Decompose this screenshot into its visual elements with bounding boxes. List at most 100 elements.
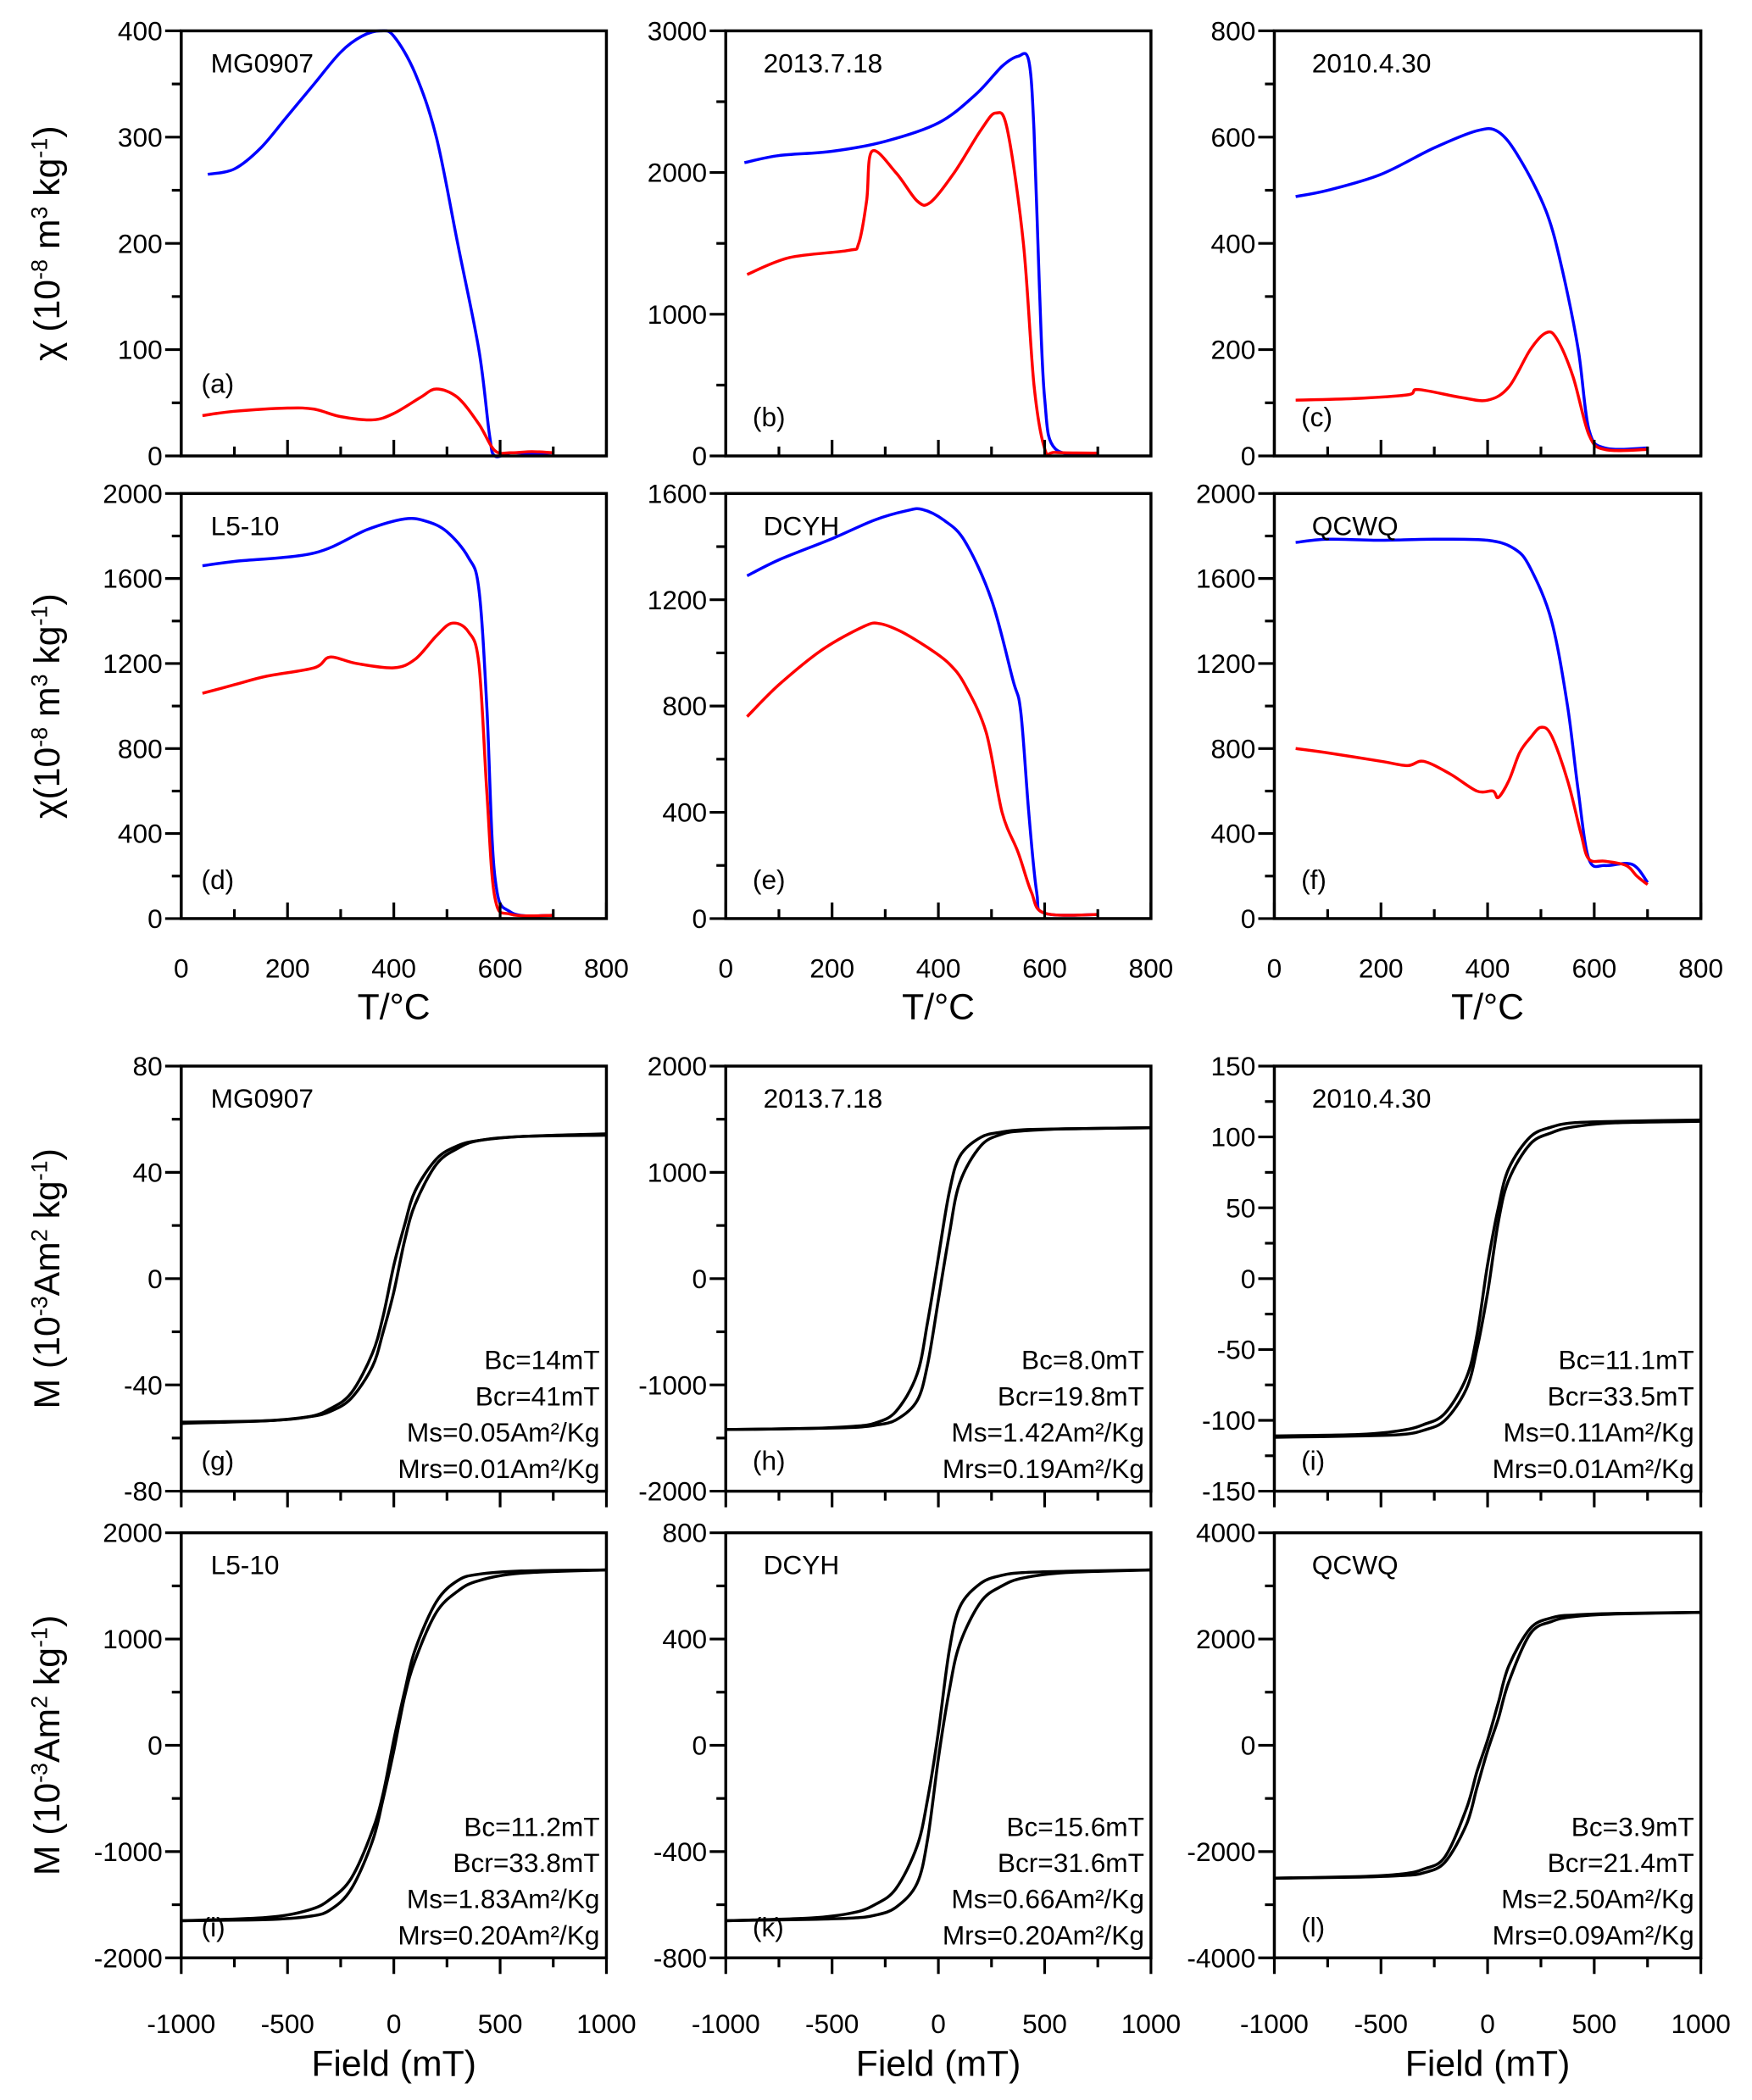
y-axis-title-superscript: -8 xyxy=(27,727,53,747)
y-tick-label: -2000 xyxy=(94,1942,163,1973)
y-tick-label: 0 xyxy=(147,1264,163,1294)
panel-k: -800 -400 0 400 800 -1000 -500 0 500 1000 Field (m… xyxy=(654,1518,1181,2085)
y-axis-title-part: ) xyxy=(27,1615,68,1627)
y-tick-label: 0 xyxy=(692,441,708,471)
sample-name: L5-10 xyxy=(211,510,280,541)
hysteresis-upper-branch xyxy=(726,1568,1151,1923)
y-tick-label: 100 xyxy=(1211,1122,1256,1153)
y-tick-label: 80 xyxy=(132,1051,162,1081)
panel-g: -80 -40 0 40 80 M (10-3Am2 kg-1) MG0907 (g) Bc=1… xyxy=(27,1051,609,1508)
x-tick-label: 800 xyxy=(584,953,629,984)
panel-j: -2000 -1000 0 1000 2000 -1000 -500 0 500 1000 Fiel… xyxy=(27,1518,637,2085)
magnetic-parameter-annotation: Ms=2.50Am²/Kg xyxy=(1501,1884,1694,1914)
y-tick-label: 400 xyxy=(662,1624,707,1654)
magnetic-parameter-annotation: Bcr=41mT xyxy=(476,1381,600,1411)
x-tick-label: 1000 xyxy=(576,2008,636,2039)
cooling-curve xyxy=(746,507,1098,917)
hysteresis-lower-branch xyxy=(181,1133,607,1425)
x-tick-label: 0 xyxy=(1267,953,1282,984)
magnetic-parameter-annotation: Mrs=0.19Am²/Kg xyxy=(943,1453,1144,1484)
magnetic-parameter-annotation: Mrs=0.01Am²/Kg xyxy=(1493,1453,1694,1484)
panel-label: (d) xyxy=(202,864,235,895)
magnetic-parameter-annotation: Mrs=0.20Am²/Kg xyxy=(943,1919,1144,1950)
y-tick-label: -400 xyxy=(654,1836,707,1867)
x-axis-title: Field (mT) xyxy=(856,2044,1021,2085)
heating-curve xyxy=(1295,330,1648,453)
panel-label: (g) xyxy=(202,1445,235,1475)
panel-d: 0 400 800 1200 1600 2000 0 200 400 600 800 T/°C χ(10… xyxy=(27,478,629,1027)
y-axis-title: M (10-3Am2 kg-1) xyxy=(27,1148,68,1408)
y-axis-title-superscript: -1 xyxy=(27,1627,53,1647)
panel-h: -2000 -1000 0 1000 2000 2013.7.18 (h) Bc=8.0mT B… xyxy=(638,1051,1153,1508)
y-tick-label: 0 xyxy=(692,1264,708,1294)
magnetic-parameter-annotation: Bc=3.9mT xyxy=(1571,1811,1694,1842)
cooling-curve xyxy=(207,29,553,458)
y-tick-label: 4000 xyxy=(1196,1518,1255,1548)
cooling-curve xyxy=(1295,537,1649,884)
y-tick-label: 800 xyxy=(118,733,163,764)
x-axis-title: T/°C xyxy=(358,987,431,1028)
y-axis-title-superscript: -1 xyxy=(27,1160,53,1181)
hysteresis-lower-branch xyxy=(181,1568,607,1923)
y-tick-label: 1600 xyxy=(1196,564,1255,594)
y-axis-title-superscript: 2 xyxy=(27,1696,53,1708)
y-tick-label: -4000 xyxy=(1187,1942,1255,1973)
sample-name: QCWQ xyxy=(1312,510,1399,541)
magnetic-parameter-annotation: Ms=0.11Am²/Kg xyxy=(1503,1417,1694,1447)
y-axis-title-superscript: 3 xyxy=(27,207,53,219)
panel-a: 0 100 200 300 400 χ (10-8 m3 kg-1) MG0907 (a) xyxy=(27,15,609,471)
y-tick-label: -1000 xyxy=(638,1369,707,1400)
sample-name: DCYH xyxy=(764,510,840,541)
y-tick-label: -150 xyxy=(1202,1476,1255,1507)
hysteresis-lower-branch xyxy=(726,1568,1151,1923)
y-axis-title-part: ) xyxy=(27,593,68,605)
panel-label: (i) xyxy=(1301,1445,1325,1475)
y-tick-label: -2000 xyxy=(1187,1836,1255,1867)
y-tick-label: 2000 xyxy=(103,478,162,508)
y-tick-label: 400 xyxy=(662,797,707,828)
y-tick-label: 0 xyxy=(147,1731,163,1761)
x-axis-title: T/°C xyxy=(1451,987,1524,1028)
x-tick-label: 800 xyxy=(1129,953,1174,984)
panel-label: (a) xyxy=(202,369,235,399)
y-axis-title-part: kg xyxy=(27,1647,68,1696)
sample-name: DCYH xyxy=(764,1550,840,1581)
panel-b: 0 1000 2000 3000 2013.7.18 (b) xyxy=(648,15,1153,471)
y-axis-title: M (10-3Am2 kg-1) xyxy=(27,1615,68,1875)
x-tick-label: -500 xyxy=(805,2008,859,2039)
y-tick-label: 1000 xyxy=(648,299,707,330)
x-axis-title: Field (mT) xyxy=(311,2044,476,2085)
magnetic-parameter-annotation: Ms=0.05Am²/Kg xyxy=(407,1417,600,1447)
y-tick-label: -100 xyxy=(1202,1405,1255,1436)
cooling-curve xyxy=(743,52,1098,456)
heating-curve xyxy=(746,621,1098,917)
x-axis-title: T/°C xyxy=(902,987,975,1028)
panel-label: (e) xyxy=(753,864,786,895)
y-tick-label: 2000 xyxy=(1196,1624,1255,1654)
sample-name: QCWQ xyxy=(1312,1550,1399,1581)
y-axis-title-superscript: -1 xyxy=(27,138,53,158)
y-tick-label: 2000 xyxy=(648,1051,707,1081)
y-tick-label: 1000 xyxy=(103,1624,162,1654)
panel-label: (l) xyxy=(1301,1912,1325,1942)
x-tick-label: 200 xyxy=(265,953,310,984)
y-tick-label: 800 xyxy=(1211,733,1256,764)
y-tick-label: -50 xyxy=(1217,1334,1256,1364)
y-axis-title-superscript: -1 xyxy=(27,606,53,626)
y-tick-label: 0 xyxy=(1241,1264,1256,1294)
sample-name: 2013.7.18 xyxy=(764,47,883,78)
y-tick-label: 0 xyxy=(147,903,163,934)
magnetic-parameter-annotation: Ms=1.42Am²/Kg xyxy=(951,1417,1144,1447)
y-axis-title-part: Am xyxy=(27,1708,68,1763)
x-tick-label: 800 xyxy=(1678,953,1723,984)
y-axis-title-part: χ(10 xyxy=(27,747,68,819)
y-tick-label: 100 xyxy=(118,335,163,365)
sample-name: MG0907 xyxy=(211,1083,314,1114)
y-tick-label: -1000 xyxy=(94,1836,163,1867)
sample-name: 2010.4.30 xyxy=(1312,1083,1432,1114)
x-tick-label: 600 xyxy=(1022,953,1067,984)
y-tick-label: 400 xyxy=(1211,228,1256,258)
plot-frame xyxy=(724,492,1153,920)
panel-label: (i) xyxy=(202,1912,225,1942)
panel-i: -150 -100 -50 0 50 100 150 2010.4.30 (i) Bc=11.1m… xyxy=(1202,1051,1703,1508)
